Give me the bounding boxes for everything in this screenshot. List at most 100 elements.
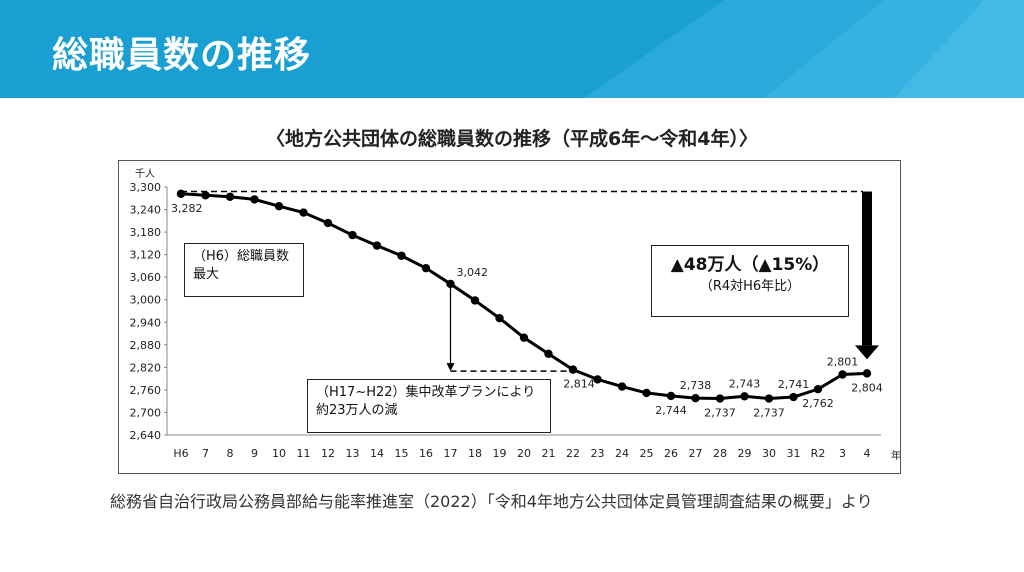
x-tick-label: 31 <box>787 447 801 460</box>
data-point <box>372 241 382 250</box>
page-title: 総職員数の推移 <box>52 35 312 76</box>
annotation-reduction-line2: 約23万人の減 <box>316 403 398 418</box>
x-tick-label: H6 <box>173 447 188 460</box>
x-tick-label: 9 <box>251 447 258 460</box>
data-point <box>691 393 700 403</box>
annotation-peak: （H6）総職員数 最大 <box>184 243 304 297</box>
data-point <box>862 369 872 378</box>
data-label: 2,738 <box>680 379 712 392</box>
x-tick-label: 16 <box>419 447 433 460</box>
x-tick-label: 21 <box>542 447 556 460</box>
line-chart: 千人3,300 3,240 3,180 3,120 3,060 3,000 2,940 2,8… <box>130 168 901 462</box>
data-point <box>495 313 504 323</box>
x-tick-label: 15 <box>395 447 409 460</box>
data-point <box>593 375 602 384</box>
x-tick-label: 27 <box>689 447 703 460</box>
x-tick-label: 22 <box>566 447 580 460</box>
y-tick-label: 3,180 <box>130 226 162 239</box>
annotation-peak-line1: （H6）総職員数 <box>193 249 290 264</box>
x-tick-label: 3 <box>839 447 846 460</box>
header-stripe-decoration <box>584 0 1024 98</box>
annotation-peak-line2: 最大 <box>193 267 220 282</box>
y-tick-label: 2,880 <box>130 339 162 352</box>
x-tick-label: 13 <box>346 447 360 460</box>
data-point <box>201 191 210 200</box>
annotation-total-reduction: ▲48万人（▲15%） （R4対H6年比） <box>651 245 849 317</box>
y-tick-label: 2,820 <box>130 361 162 374</box>
y-tick-label: 3,300 <box>130 181 162 194</box>
x-tick-label: 17 <box>444 447 458 460</box>
x-tick-label: 12 <box>321 447 335 460</box>
annotation-reduction-line1: （H17~H22）集中改革プランにより <box>316 385 536 400</box>
annotation-total-line1: ▲48万人（▲15%） <box>670 255 830 275</box>
x-tick-label: 26 <box>664 447 678 460</box>
x-tick-label: 20 <box>517 447 531 460</box>
x-tick-label: 18 <box>468 447 482 460</box>
data-point <box>617 382 627 391</box>
data-label: 2,743 <box>729 377 761 390</box>
data-label: 2,737 <box>753 407 785 420</box>
source-citation: 総務省自治行政局公務員部給与能率推進室（2022）「令和4年地方公共団体定員管理… <box>110 492 873 511</box>
total-reduction-arrow-shaft <box>862 191 872 346</box>
data-point <box>544 349 553 359</box>
y-tick-label: 2,640 <box>130 429 162 442</box>
x-tick-label: 10 <box>272 447 286 460</box>
x-tick-label: 28 <box>713 447 727 460</box>
y-tick-label: 3,060 <box>130 271 162 284</box>
data-point <box>764 394 774 403</box>
data-label: 2,814 <box>563 378 595 391</box>
x-tick-label: 14 <box>370 447 384 460</box>
y-tick-label: 2,760 <box>130 384 162 397</box>
data-label: 2,801 <box>827 356 859 369</box>
data-point <box>470 296 480 305</box>
data-point <box>299 208 308 217</box>
annotation-total-line2: （R4対H6年比） <box>699 279 801 294</box>
data-point <box>323 218 333 228</box>
x-tick-label: R2 <box>811 447 826 460</box>
x-tick-label: 7 <box>202 447 209 460</box>
data-point <box>274 201 284 211</box>
data-point <box>740 392 749 401</box>
x-tick-label: 11 <box>297 447 311 460</box>
x-tick-label: 8 <box>227 447 234 460</box>
header-banner: 総職員数の推移 <box>0 0 1024 98</box>
data-point <box>397 251 406 260</box>
data-label: 3,042 <box>457 266 489 279</box>
data-label: 2,744 <box>655 404 687 417</box>
annotation-reduction: （H17~H22）集中改革プランにより 約23万人の減 <box>307 379 551 433</box>
x-tick-label: 4 <box>864 447 871 460</box>
data-point <box>446 279 455 289</box>
y-tick-label: 3,240 <box>130 204 162 217</box>
data-label: 2,804 <box>851 381 883 394</box>
data-point <box>666 391 676 401</box>
x-axis-label: 年 <box>891 449 900 462</box>
data-point <box>813 384 823 394</box>
data-point <box>568 365 578 374</box>
data-label: 2,762 <box>802 397 834 410</box>
data-label: 3,282 <box>171 202 203 215</box>
data-point <box>715 394 725 403</box>
y-tick-label: 3,120 <box>130 249 162 262</box>
y-tick-label: 2,940 <box>130 316 162 329</box>
data-point <box>250 195 259 204</box>
data-point <box>225 192 235 201</box>
data-label: 2,741 <box>778 378 810 391</box>
chart-title: 〈地方公共団体の総職員数の推移（平成6年～令和4年）〉 <box>266 128 758 150</box>
reduction-arrow-head <box>446 363 455 372</box>
y-axis-unit-label: 千人 <box>135 168 155 180</box>
chart-container: 千人 3,300 3,240 3,180 3,120 3,060 3,000 2,940 2,8… <box>118 160 901 474</box>
total-reduction-arrow-head <box>855 345 879 360</box>
x-tick-label: 30 <box>762 447 776 460</box>
x-tick-label: 29 <box>738 447 752 460</box>
x-tick-label: 24 <box>615 447 629 460</box>
data-point <box>642 388 651 398</box>
y-tick-label: 2,700 <box>130 406 162 419</box>
data-label: 2,737 <box>704 407 736 420</box>
y-tick-label: 3,000 <box>130 294 162 307</box>
data-point <box>838 370 847 379</box>
data-point <box>789 392 798 402</box>
data-point <box>348 230 357 240</box>
x-tick-label: 23 <box>591 447 605 460</box>
x-tick-label: 25 <box>640 447 654 460</box>
data-point <box>176 189 186 198</box>
